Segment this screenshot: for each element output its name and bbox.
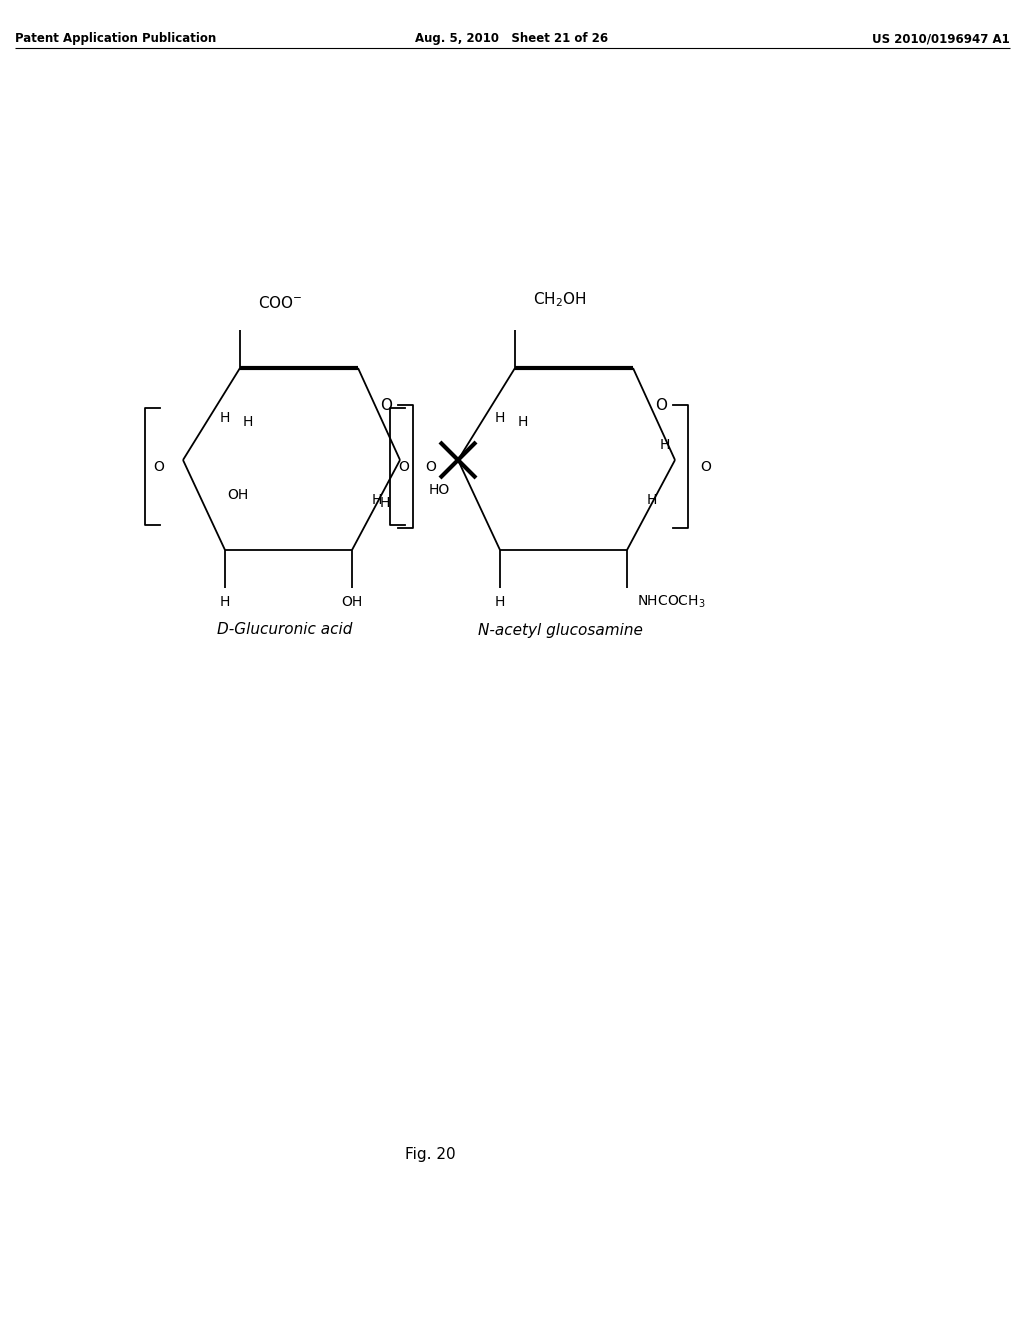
Text: H: H xyxy=(495,411,505,425)
Text: O: O xyxy=(655,399,667,413)
Text: OH: OH xyxy=(341,595,362,609)
Text: NHCOCH$_3$: NHCOCH$_3$ xyxy=(637,594,706,610)
Text: HO: HO xyxy=(429,483,450,498)
Text: Patent Application Publication: Patent Application Publication xyxy=(15,32,216,45)
Text: H: H xyxy=(372,492,382,507)
Text: H: H xyxy=(243,414,253,429)
Text: O: O xyxy=(700,459,711,474)
Text: CH$_2$OH: CH$_2$OH xyxy=(534,290,587,309)
Text: H: H xyxy=(495,595,505,609)
Text: Fig. 20: Fig. 20 xyxy=(404,1147,456,1163)
Text: O: O xyxy=(425,459,436,474)
Text: H: H xyxy=(220,595,230,609)
Text: O: O xyxy=(398,459,409,474)
Text: O: O xyxy=(153,459,164,474)
Text: O: O xyxy=(380,399,392,413)
Text: N-acetyl glucosamine: N-acetyl glucosamine xyxy=(477,623,642,638)
Text: H: H xyxy=(220,411,230,425)
Text: Aug. 5, 2010   Sheet 21 of 26: Aug. 5, 2010 Sheet 21 of 26 xyxy=(416,32,608,45)
Text: US 2010/0196947 A1: US 2010/0196947 A1 xyxy=(872,32,1010,45)
Text: H: H xyxy=(380,496,390,510)
Text: H: H xyxy=(646,492,657,507)
Text: OH: OH xyxy=(227,488,249,502)
Text: D-Glucuronic acid: D-Glucuronic acid xyxy=(217,623,352,638)
Text: H: H xyxy=(518,414,528,429)
Text: COO$^{-}$: COO$^{-}$ xyxy=(258,294,303,312)
Text: H: H xyxy=(659,438,670,451)
